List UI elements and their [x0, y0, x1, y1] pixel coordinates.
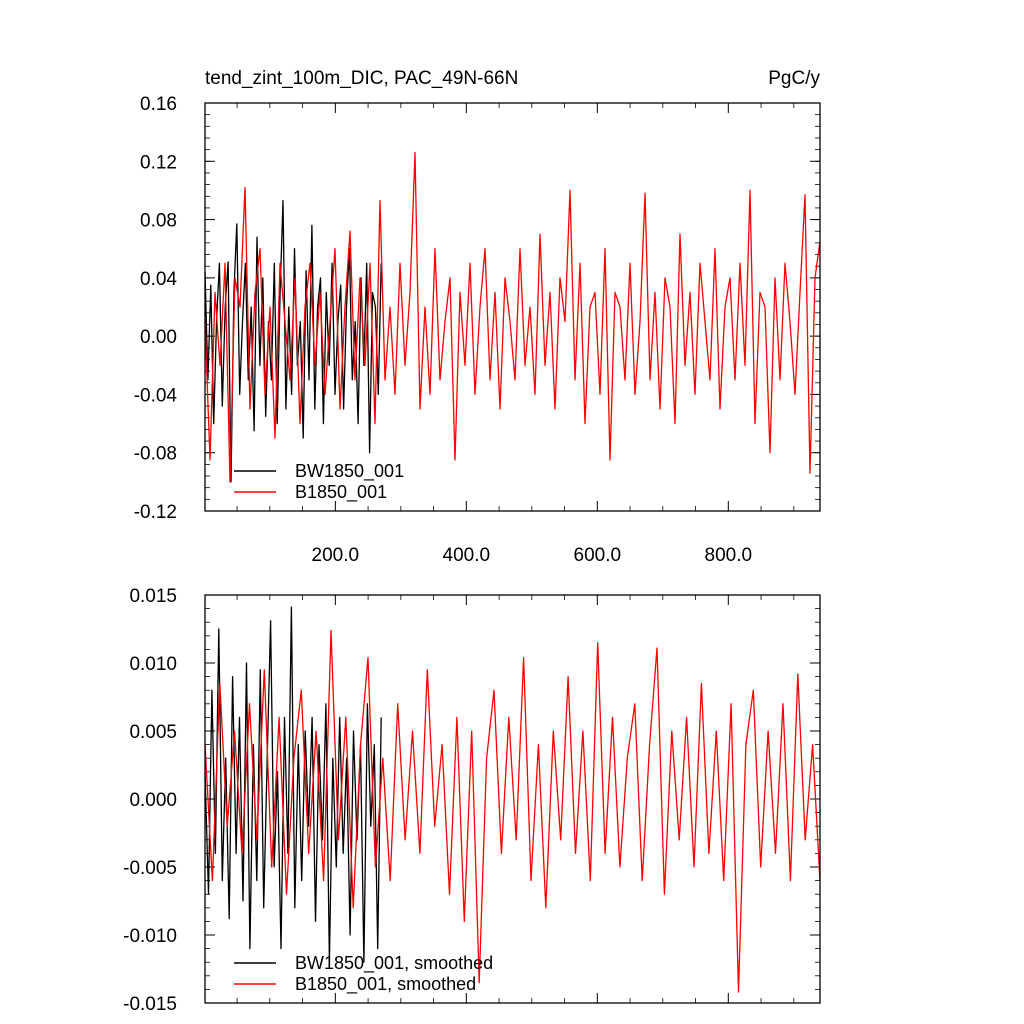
bottom-plot-frame [204, 594, 821, 1004]
top-y-tick-label: -0.12 [134, 502, 177, 523]
top-y-tick-labels: -0.12 -0.08 -0.04 0.00 0.04 0.08 0.12 0.16 [134, 94, 178, 523]
top-x-tick-label: 200.0 [312, 545, 360, 566]
bottom-y-tick-labels: -0.015 -0.010 -0.005 0.000 0.005 0.010 0.015 [123, 586, 177, 1015]
top-plot-frame [204, 102, 821, 512]
bottom-y-tick-label: -0.010 [123, 926, 177, 947]
top-legend-label: BW1850_001 [295, 461, 404, 482]
bottom-series-line-bw1850 [204, 606, 382, 963]
top-series-lines [204, 151, 821, 483]
top-legend-label: B1850_001 [295, 482, 387, 503]
top-panel: tend_zint_100m_DIC, PAC_49N-66N PgC/y -0… [134, 68, 821, 566]
bottom-y-tick-label: 0.010 [129, 654, 177, 675]
top-y-tick-label: 0.08 [140, 211, 177, 232]
bottom-y-tick-label: 0.000 [129, 790, 177, 811]
bottom-series-lines [204, 606, 821, 993]
top-y-tick-label: 0.12 [140, 152, 177, 173]
top-x-tick-label: 400.0 [443, 545, 491, 566]
bottom-legend-label: B1850_001, smoothed [295, 974, 476, 995]
bottom-y-tick-label: 0.015 [129, 586, 177, 607]
top-y-tick-label: 0.16 [140, 94, 177, 115]
top-series-line-b1850 [204, 151, 821, 483]
top-y-tick-label: 0.00 [140, 327, 177, 348]
top-y-tick-label: -0.04 [134, 385, 178, 406]
bottom-series-line-b1850 [204, 629, 821, 993]
bottom-panel: -0.015 -0.010 -0.005 0.000 0.005 0.010 0.015 B… [123, 586, 821, 1015]
top-x-tick-labels: 200.0 400.0 600.0 800.0 [312, 545, 753, 566]
bottom-y-tick-label: 0.005 [129, 722, 177, 743]
top-chart-units: PgC/y [768, 68, 820, 89]
top-y-tick-label: -0.08 [134, 444, 177, 465]
bottom-y-tick-label: -0.015 [123, 994, 177, 1015]
top-x-tick-label: 600.0 [574, 545, 622, 566]
bottom-legend-label: BW1850_001, smoothed [295, 953, 493, 974]
top-chart-title: tend_zint_100m_DIC, PAC_49N-66N [205, 68, 518, 89]
bottom-y-tick-label: -0.005 [123, 858, 177, 879]
top-y-tick-label: 0.04 [140, 269, 177, 290]
top-x-tick-label: 800.0 [705, 545, 753, 566]
